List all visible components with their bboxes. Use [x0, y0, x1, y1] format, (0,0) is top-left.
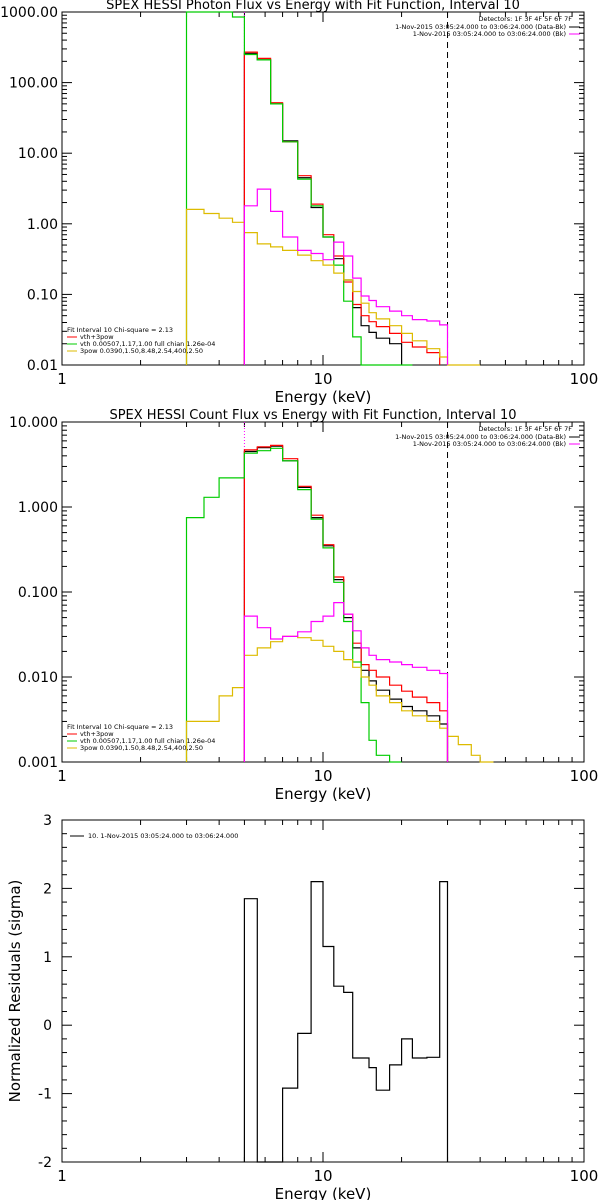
y-tick-label: 0.10: [27, 287, 58, 303]
legend-label: 3pow 0.0390,1.50,8.48,2.54,400,2.50: [80, 744, 203, 752]
x-tick-label: 100: [570, 1167, 599, 1185]
y-tick-label: 0: [43, 1018, 52, 1034]
fit-chi-square-label: Fit Interval 10 Chi-square = 2.13: [67, 326, 173, 334]
y-tick-label: 0.001: [18, 755, 58, 771]
series-line-vth: [185, 11, 413, 366]
x-axis-label: Energy (keV): [275, 1185, 372, 1200]
plot-frame: [61, 11, 585, 366]
plot-panel-3: 1 10 100 Energy (keV) -2 -1 0 1 2 3 Normalized Res…: [6, 813, 598, 1200]
x-axis-label: Energy (keV): [275, 785, 372, 803]
plot-frame: [61, 819, 585, 1163]
time-interval-label: 1-Nov-2015 03:05:24.000 to 03:06:24.000 …: [413, 440, 566, 448]
y-tick-label: 3: [43, 813, 52, 829]
x-tick-label: 1: [57, 370, 67, 388]
y-tick-label: -2: [38, 1155, 52, 1171]
series-line-10: [243, 881, 449, 1163]
y-tick-label: 10.00: [18, 146, 58, 162]
detectors-label: Detectors: 1F 3F 4F 5F 6F 7F: [478, 15, 572, 23]
time-interval-label: 1-Nov-2015 03:05:24.000 to 03:06:24.000 …: [395, 23, 566, 31]
plot-frame: [61, 421, 585, 763]
y-tick-label: 0.010: [18, 670, 58, 686]
y-tick-label: 0.100: [18, 585, 58, 601]
x-tick-label: 10: [313, 370, 332, 388]
x-tick-label: 1: [57, 767, 67, 785]
legend-label: vth+3pow: [80, 333, 114, 341]
time-interval-label: 1-Nov-2015 03:05:24.000 to 03:06:24.000 …: [413, 30, 566, 38]
y-tick-label: 100.00: [9, 76, 58, 92]
x-tick-label: 100: [570, 370, 599, 388]
x-tick-label: 1: [57, 1167, 67, 1185]
x-tick-label: 10: [313, 1167, 332, 1185]
series-line-bk: [243, 602, 449, 762]
legend-label: vth+3pow: [80, 730, 114, 738]
series-line-3pow: [185, 208, 481, 366]
chart-title: SPEX HESSI Photon Flux vs Energy with Fi…: [106, 0, 520, 13]
legend-label: vth 0.00507,1.17,1.00 full chian 1.26e-0…: [80, 737, 215, 745]
series-line-vth-3pow: [243, 51, 441, 365]
series-line-vth: [185, 447, 402, 763]
x-axis-label: Energy (keV): [275, 388, 372, 406]
y-tick-label: 1.00: [27, 217, 58, 233]
x-tick-label: 10: [313, 767, 332, 785]
y-tick-label: 1.000: [18, 500, 58, 516]
plot-panel-2: 1 10 100 Energy (keV) 0.001 0.010 0.100 1.000 10…: [9, 408, 598, 803]
y-tick-label: 0.01: [27, 358, 58, 374]
series-line-bk: [243, 188, 449, 365]
y-tick-label: 10.000: [9, 415, 58, 431]
x-tick-label: 100: [570, 767, 599, 785]
legend-label: 10. 1-Nov-2015 03:05:24.000 to 03:06:24.…: [88, 832, 238, 840]
legend-label: vth 0.00507,1.17,1.00 full chian 1.26e-0…: [80, 340, 215, 348]
chart-title: SPEX HESSI Count Flux vs Energy with Fit…: [109, 408, 516, 423]
y-tick-label: -1: [38, 1087, 52, 1103]
y-tick-label: 1000.00: [0, 5, 58, 21]
series-line-data-bk: [243, 445, 449, 762]
series-line-3pow: [185, 635, 494, 763]
y-axis-label: Normalized Residuals (sigma): [6, 880, 24, 1103]
legend-label: 3pow 0.0390,1.50,8.48,2.54,400,2.50: [80, 347, 203, 355]
fit-chi-square-label: Fit Interval 10 Chi-square = 2.13: [67, 723, 173, 731]
series-line-vth-3pow: [243, 444, 449, 762]
time-interval-label: 1-Nov-2015 03:05:24.000 to 03:06:24.000 …: [395, 433, 566, 441]
detectors-label: Detectors: 1F 3F 4F 5F 6F 7F: [478, 425, 572, 433]
plot-panel-1: 1 10 100 Energy (keV) 0.01 0.10 1.00 10.00 100.0…: [0, 0, 598, 406]
y-tick-label: 2: [43, 881, 52, 897]
y-tick-label: 1: [43, 950, 52, 966]
